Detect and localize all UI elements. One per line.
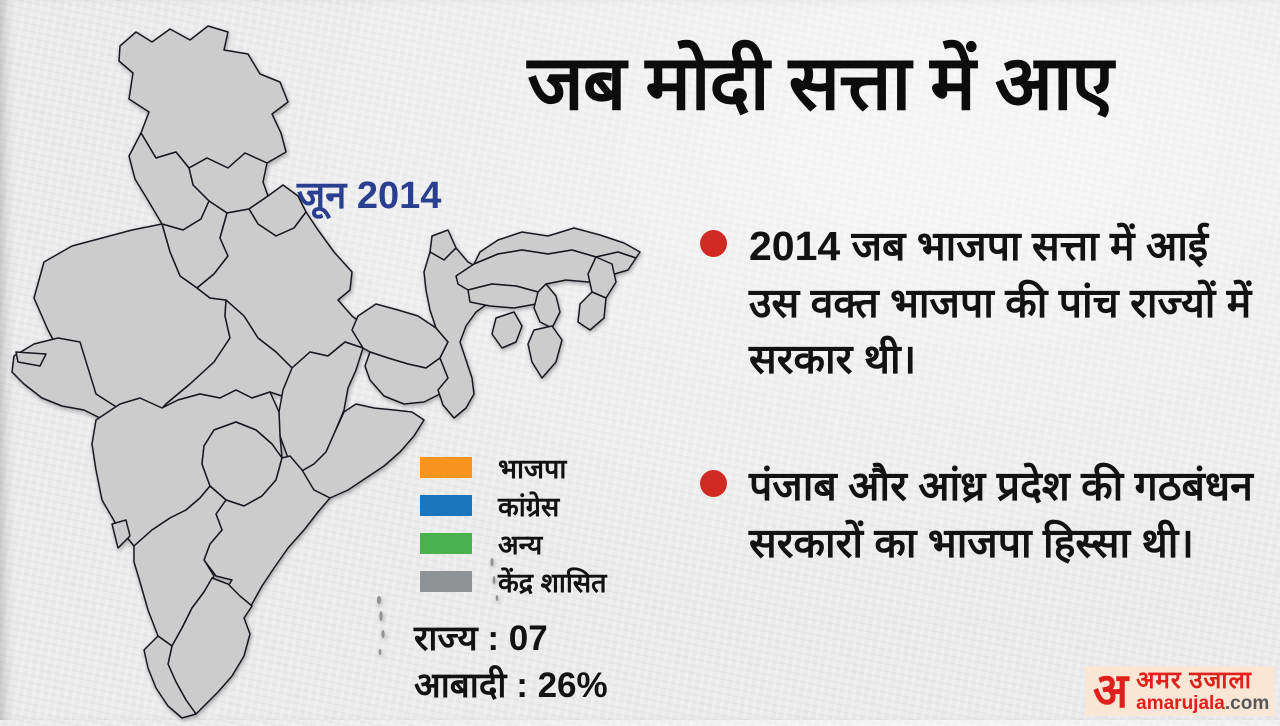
legend-swatch-bjp [420, 456, 472, 478]
map-stats: राज्य : 07 आबादी : 26% [414, 616, 608, 710]
stat-states: राज्य : 07 [414, 619, 548, 658]
state-assam-south-lobe [533, 283, 561, 329]
legend-label: केंद्र शासित [498, 567, 607, 598]
logo-site-tld: .com [1224, 692, 1270, 714]
amar-ujala-logo: अ अमर उजाला amarujala.com [1085, 666, 1275, 716]
legend-row-bjp: भाजपा [420, 448, 607, 486]
logo-site-name: amarujala [1136, 692, 1225, 714]
legend-row-other: अन्य [420, 524, 607, 562]
state-tripura [491, 311, 523, 349]
legend-label: कांग्रेस [498, 491, 560, 522]
map-legend: भाजपा कांग्रेस अन्य केंद्र शासित [420, 448, 607, 600]
legend-label: भाजपा [498, 453, 567, 484]
state-tamil-nadu [167, 577, 253, 715]
bullet-point-2: पंजाब और आंध्र प्रदेश की गठबंधन सरकारों … [700, 458, 1260, 571]
legend-swatch-union [420, 570, 472, 592]
bullet-text: 2014 जब भाजपा सत्ता में आई उस वक्त भाजपा… [749, 223, 1252, 383]
logo-text: अमर उजाला amarujala.com [1136, 667, 1270, 714]
legend-row-union: केंद्र शासित [420, 562, 607, 600]
state-jammu-kashmir [118, 25, 289, 169]
amar-ujala-logo-mark-icon: अ [1093, 662, 1129, 718]
state-mizoram [527, 325, 563, 379]
gulf-of-kutch-notch [15, 351, 47, 367]
island-specks [377, 558, 499, 655]
state-manipur [577, 291, 607, 331]
bullet-dot-icon [700, 470, 727, 497]
map-date-label: जून 2014 [297, 175, 442, 217]
bullet-text: पंजाब और आंध्र प्रदेश की गठबंधन सरकारों … [749, 463, 1253, 566]
bullet-dot-icon [700, 230, 727, 257]
legend-label: अन्य [498, 529, 543, 560]
state-goa [111, 519, 131, 549]
india-map [11, 25, 641, 719]
stat-population: आबादी : 26% [414, 665, 608, 705]
legend-row-congress: कांग्रेस [420, 486, 607, 524]
logo-brand-name: अमर उजाला [1136, 667, 1252, 695]
page-title: जब मोदी सत्ता में आए [527, 41, 1113, 126]
bullet-point-1: 2014 जब भाजपा सत्ता में आई उस वक्त भाजपा… [700, 218, 1260, 388]
legend-swatch-congress [420, 494, 472, 516]
state-karnataka [133, 485, 227, 647]
legend-swatch-other [420, 532, 472, 554]
logo-website: amarujala.com [1136, 692, 1270, 714]
state-kerala [143, 635, 197, 719]
map-states [11, 25, 641, 719]
